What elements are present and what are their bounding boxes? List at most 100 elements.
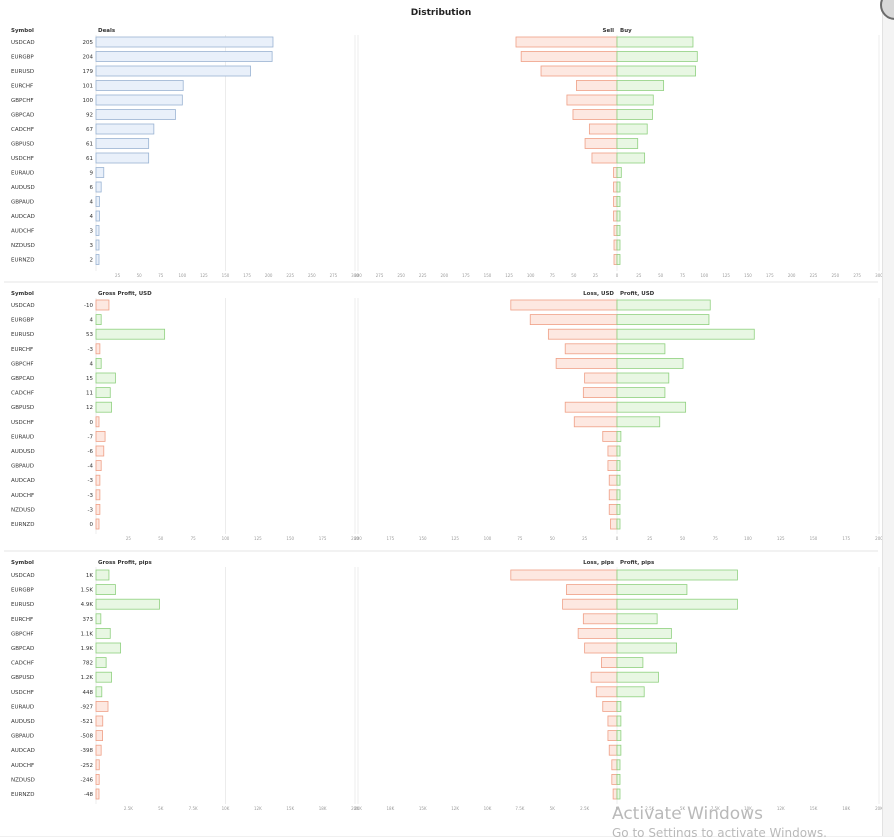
sell-bar [588,123,618,135]
value-label: 782 [83,661,94,667]
buy-bar [616,123,648,135]
windows-activation-watermark: Activate Windows Go to Settings to activ… [612,803,827,837]
buy-bar [616,730,622,741]
left-tick-label: 275 [330,273,338,278]
left-bar [95,613,102,625]
chart-profit_pips [4,550,880,804]
left-tick-label: 12K [254,806,262,811]
buy-bar [616,416,661,428]
value-label: 3 [90,243,94,249]
buy-bar [616,715,622,727]
symbol-label: GBPAUD [11,464,34,470]
symbol-label: USDCAD [11,303,35,309]
left-bar [95,489,101,501]
buy-bar [616,36,694,48]
left-bar [95,518,100,530]
sell-bar [608,503,618,515]
left-tick-label: 100 [179,273,187,278]
watermark-line-1: Activate Windows [612,804,763,824]
buy-bar [616,239,621,251]
right-tick-label: 125 [451,536,459,541]
buy-bar [616,503,621,515]
symbol-label: EURAUD [11,171,34,177]
symbol-label: CADCHF [11,661,34,667]
value-label: 67 [86,127,93,133]
buy-bar [616,109,653,120]
right-tick-label: 125 [722,273,730,278]
symbol-label: GBPCAD [11,646,34,652]
value-label: 448 [83,690,94,696]
right-tick-label: 25 [636,273,642,278]
left-bar [95,372,116,384]
buy-bar [616,299,711,311]
left-tick-label: 15K [286,806,294,811]
value-label: -6 [88,449,94,455]
value-label: -3 [88,507,94,513]
right-tick-label: 75 [517,536,523,541]
buy-bar [616,225,621,236]
value-label: 12 [86,405,93,411]
left-bar [95,598,160,610]
symbol-label: EURCHF [11,617,33,623]
left-bar [95,357,102,369]
value-label: 4.9K [81,602,94,608]
left-bar [95,196,100,207]
right-tick-label: 100 [527,273,535,278]
symbol-label: AUDUSD [11,185,35,191]
sell-bar [564,343,618,355]
right-tick-label: 250 [832,273,840,278]
buy-bar [616,254,621,265]
sell-bar [613,181,618,193]
symbol-label: AUDCAD [11,478,35,484]
value-label: 4 [90,214,94,220]
left-tick-label: 150 [222,273,230,278]
vertical-scrollbar[interactable] [882,0,894,836]
value-label: 204 [83,55,94,61]
symbol-label: USDCAD [11,573,35,579]
value-label: 2 [90,258,94,264]
buy-bar [616,372,670,384]
left-tick-label: 75 [191,536,197,541]
left-tick-label: 300 [351,273,359,278]
sell-bar [602,701,618,712]
right-tick-label: 15K [810,806,818,811]
right-tick-label: 15K [419,806,427,811]
symbol-label: USDCHF [11,690,34,696]
left-tick-label: 125 [254,536,262,541]
symbol-label: EURNZD [11,792,34,798]
sell-bar [515,36,618,48]
right-tick-label: 12K [777,806,785,811]
right-tick-label: 225 [419,273,427,278]
symbol-header: Symbol [11,28,34,34]
left-bar [95,225,100,236]
symbol-header: Symbol [11,291,34,297]
value-label: 4 [90,361,94,367]
symbol-label: CADCHF [11,391,34,397]
value-label: 92 [86,113,93,119]
chart-profit_usd [4,281,880,534]
right-tick-label: 18K [842,806,850,811]
sell-bar [612,788,618,800]
left-bar [95,788,100,800]
left-tick-label: 5K [158,806,164,811]
left-bar [95,138,150,149]
right-tick-label: 5K [680,806,686,811]
right-tick-label: 100 [701,273,709,278]
left-bar [95,730,103,741]
value-label: 3 [90,229,94,235]
right-tick-label: 5K [550,806,556,811]
right-tick-label: 175 [462,273,470,278]
buy-bar [616,759,621,771]
right-tick-label: 25 [647,536,653,541]
left-bar [95,328,166,340]
left-tick-label: 75 [158,273,164,278]
value-label: -252 [81,763,93,769]
left-bar [95,65,251,77]
value-label: -3 [88,493,94,499]
right-tick-label: 150 [484,273,492,278]
buy-bar [616,314,710,326]
right-tick-label: 100 [484,536,492,541]
right-tick-label: 0 [616,806,619,811]
symbol-label: USDCAD [11,40,35,46]
buy-bar [616,788,621,800]
